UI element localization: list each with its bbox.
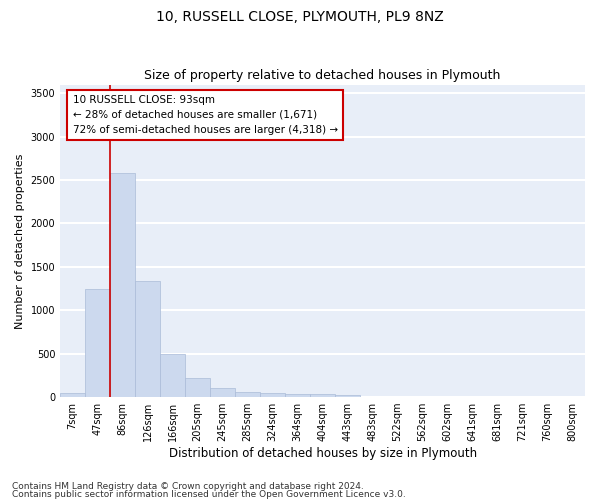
Bar [235, 392, 260, 397]
Bar [210, 388, 235, 397]
Y-axis label: Number of detached properties: Number of detached properties [15, 153, 25, 328]
Title: Size of property relative to detached houses in Plymouth: Size of property relative to detached ho… [145, 69, 501, 82]
Bar [335, 396, 360, 397]
Text: Contains HM Land Registry data © Crown copyright and database right 2024.: Contains HM Land Registry data © Crown c… [12, 482, 364, 491]
X-axis label: Distribution of detached houses by size in Plymouth: Distribution of detached houses by size … [169, 447, 476, 460]
Bar [160, 354, 185, 397]
Bar [60, 392, 85, 397]
Text: 10 RUSSELL CLOSE: 93sqm
← 28% of detached houses are smaller (1,671)
72% of semi: 10 RUSSELL CLOSE: 93sqm ← 28% of detache… [73, 95, 338, 134]
Bar [85, 290, 110, 397]
Text: Contains public sector information licensed under the Open Government Licence v3: Contains public sector information licen… [12, 490, 406, 499]
Bar [185, 378, 210, 397]
Bar [260, 392, 285, 397]
Bar [285, 394, 310, 397]
Text: 10, RUSSELL CLOSE, PLYMOUTH, PL9 8NZ: 10, RUSSELL CLOSE, PLYMOUTH, PL9 8NZ [156, 10, 444, 24]
Bar [110, 173, 135, 397]
Bar [310, 394, 335, 397]
Bar [135, 281, 160, 397]
